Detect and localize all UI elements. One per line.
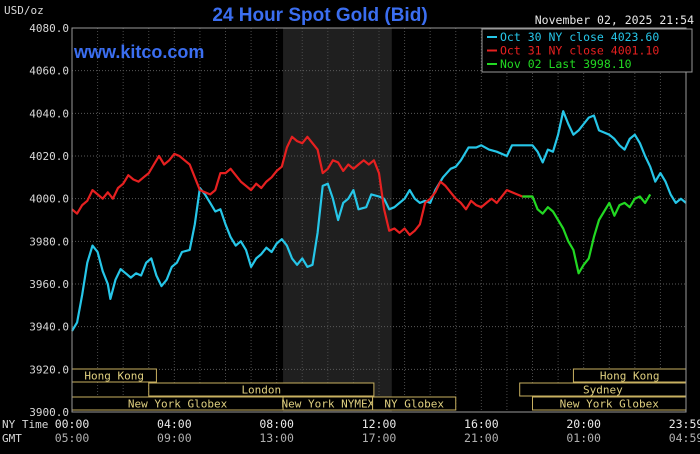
x-tick-label-gmt: 04:59 [669, 431, 700, 445]
session-label: Hong Kong [84, 370, 144, 383]
chart-title: 24 Hour Spot Gold (Bid) [212, 5, 427, 26]
series-line-0 [71, 110, 687, 332]
x-tick-label-ny: 00:00 [55, 417, 90, 431]
session-bar [148, 382, 375, 397]
watermark-text: www.kitco.com [73, 42, 204, 62]
legend-entry: Nov 02 Last 3998.10 [500, 57, 632, 71]
x-tick-label-gmt: 13:00 [259, 431, 294, 445]
series-line-1 [71, 135, 533, 236]
x-tick-label-ny: 23:59 [669, 417, 700, 431]
y-tick-label: 4080.0 [29, 22, 69, 35]
y-axis-label: USD/oz [4, 4, 44, 17]
y-tick-label: 4000.0 [29, 193, 69, 206]
y-tick-label: 4060.0 [29, 65, 69, 78]
session-label: New York Globex [128, 398, 228, 411]
y-tick-label: 4020.0 [29, 150, 69, 163]
session-label: New York NYMEX [281, 398, 374, 411]
x-tick-label-ny: 08:00 [259, 417, 294, 431]
x-tick-label-ny: 12:00 [362, 417, 397, 431]
y-tick-label: 4040.0 [29, 107, 69, 120]
x-tick-label-ny: 04:00 [157, 417, 192, 431]
session-label: NY Globex [384, 398, 444, 411]
x-tick-label-gmt: 17:00 [362, 431, 397, 445]
y-tick-label: 3920.0 [29, 363, 69, 376]
session-label: London [241, 384, 281, 397]
gmt-label: GMT [2, 432, 22, 445]
x-tick-label-gmt: 21:00 [464, 431, 499, 445]
y-tick-label: 3940.0 [29, 321, 69, 334]
session-label: Hong Kong [600, 370, 660, 383]
timestamp: November 02, 2025 21:54 [535, 13, 694, 27]
series-line-2 [522, 193, 652, 275]
x-tick-label-ny: 16:00 [464, 417, 499, 431]
y-tick-label: 3960.0 [29, 278, 69, 291]
x-tick-label-gmt: 01:00 [566, 431, 601, 445]
y-tick-label: 3900.0 [29, 406, 69, 419]
legend-entry: Oct 31 NY close 4001.10 [500, 44, 659, 58]
legend-box [481, 28, 693, 73]
session-label: Sydney [583, 384, 623, 397]
ny-time-label: NY Time [2, 418, 48, 431]
x-tick-label-gmt: 09:00 [157, 431, 192, 445]
x-tick-label-ny: 20:00 [566, 417, 601, 431]
session-label: New York Globex [560, 398, 660, 411]
legend-entry: Oct 30 NY close 4023.60 [500, 30, 659, 44]
session-bar [372, 396, 457, 411]
y-tick-label: 3980.0 [29, 235, 69, 248]
x-tick-label-gmt: 05:00 [55, 431, 90, 445]
plot-frame [71, 27, 687, 413]
